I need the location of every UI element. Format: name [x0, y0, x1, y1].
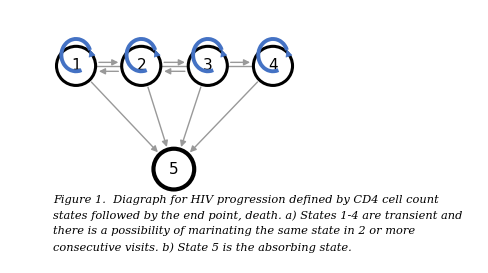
Text: 4: 4: [267, 58, 277, 73]
Text: 3: 3: [203, 58, 212, 73]
Circle shape: [253, 46, 292, 85]
Circle shape: [57, 46, 96, 85]
Text: consecutive visits. b) State 5 is the absorbing state.: consecutive visits. b) State 5 is the ab…: [53, 242, 351, 253]
Text: 1: 1: [71, 58, 81, 73]
Text: 5: 5: [169, 162, 178, 177]
Text: states followed by the end point, death. a) States 1-4 are transient and: states followed by the end point, death.…: [53, 211, 461, 221]
Circle shape: [188, 46, 227, 85]
Text: there is a possibility of marinating the same state in 2 or more: there is a possibility of marinating the…: [53, 226, 414, 236]
Circle shape: [153, 149, 194, 189]
Text: 2: 2: [136, 58, 146, 73]
Circle shape: [122, 46, 161, 85]
Text: Figure 1.  Diagraph for HIV progression defined by CD4 cell count: Figure 1. Diagraph for HIV progression d…: [53, 195, 438, 205]
